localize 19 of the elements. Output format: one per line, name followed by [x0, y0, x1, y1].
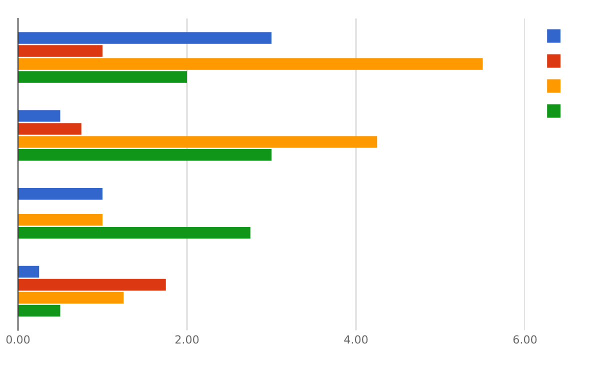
bar — [18, 149, 272, 161]
bar — [18, 226, 250, 239]
x-tick-label: 0.00 — [6, 335, 30, 344]
bar — [18, 58, 483, 70]
bar — [18, 278, 166, 291]
bar — [18, 32, 272, 44]
bar — [18, 110, 60, 122]
x-tick-label: 2.00 — [175, 335, 199, 344]
x-tick-label: 4.00 — [344, 335, 368, 344]
bar — [18, 45, 102, 57]
bar — [18, 214, 102, 226]
bar — [18, 292, 124, 304]
bar — [18, 123, 82, 135]
x-tick-label: 6.00 — [513, 335, 537, 344]
bar — [18, 136, 378, 148]
bar — [18, 266, 40, 278]
bar — [18, 71, 187, 83]
bar — [18, 304, 60, 317]
bar — [18, 188, 102, 200]
